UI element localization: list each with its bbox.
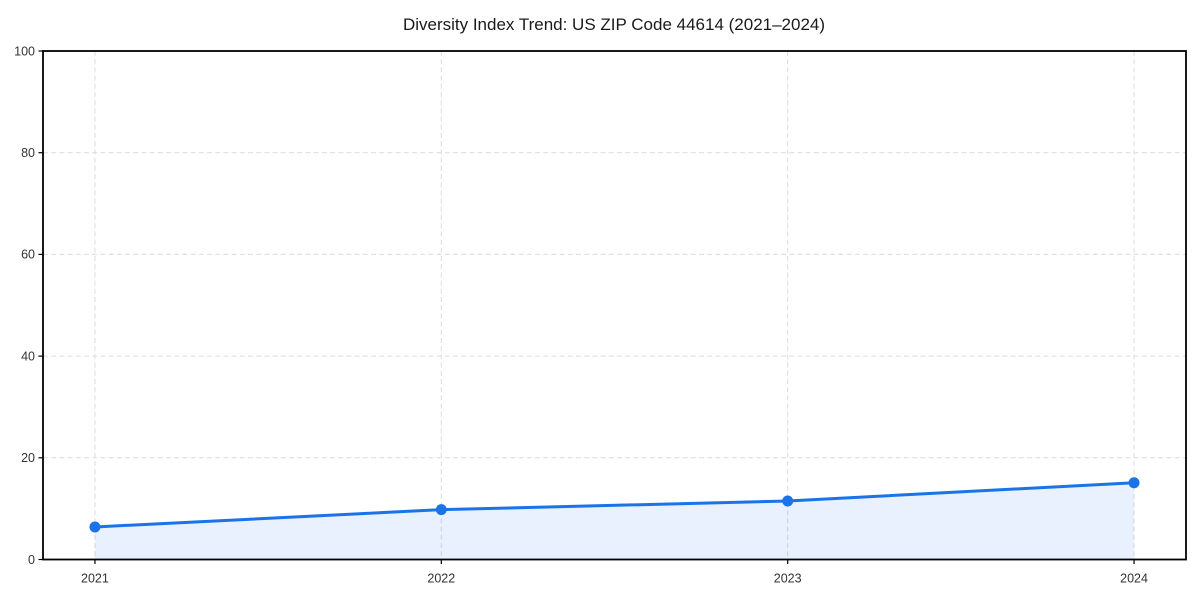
grid-layer xyxy=(43,50,1186,560)
data-point-2023 xyxy=(782,495,794,507)
data-point-2022 xyxy=(435,504,447,516)
chart-title: Diversity Index Trend: US ZIP Code 44614… xyxy=(403,15,825,34)
trend-line xyxy=(93,481,1136,529)
x-tick-label: 2024 xyxy=(1120,572,1148,586)
series-layer xyxy=(89,477,1140,560)
y-tick-label: 100 xyxy=(14,44,35,58)
plot-border xyxy=(42,50,1187,561)
y-tick-label: 60 xyxy=(21,248,35,262)
y-tick-label: 80 xyxy=(21,146,35,160)
x-tick-label: 2022 xyxy=(427,572,455,586)
x-tick-label: 2023 xyxy=(774,572,802,586)
y-tick-label: 40 xyxy=(21,349,35,363)
data-point-2024 xyxy=(1128,477,1140,489)
axis-layer: 0 20 40 60 80 100 2021 2022 2023 2024 xyxy=(14,44,1187,586)
x-tick-label: 2021 xyxy=(81,572,109,586)
area-fill xyxy=(94,482,1135,560)
y-tick-label: 20 xyxy=(21,451,35,465)
data-point-2021 xyxy=(89,521,101,533)
y-tick-label: 0 xyxy=(28,553,35,567)
